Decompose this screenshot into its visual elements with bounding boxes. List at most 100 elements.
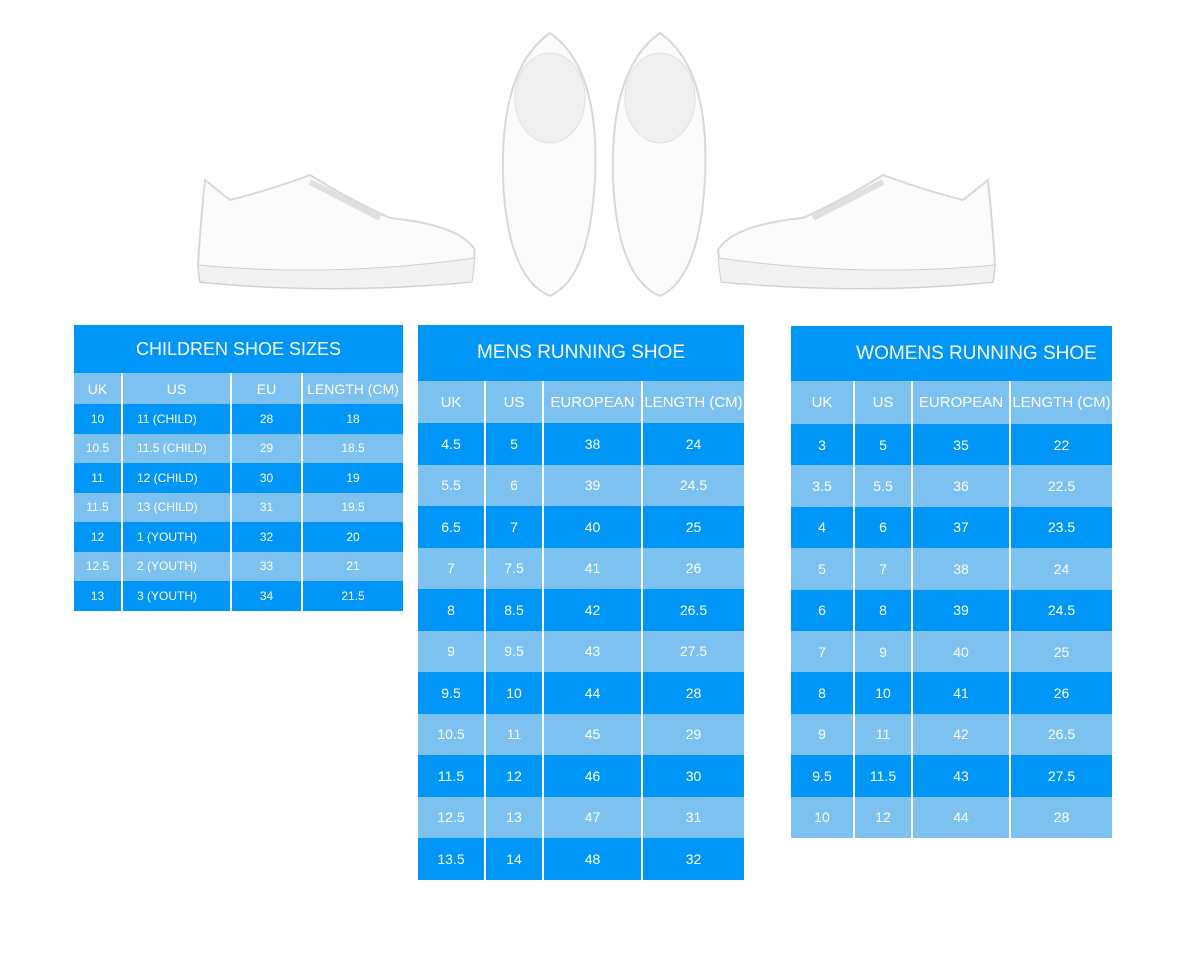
table-cell: 13 (CHILD) bbox=[121, 492, 231, 522]
table-cell: 42 bbox=[542, 589, 642, 631]
table-cell: 10 bbox=[484, 672, 543, 714]
table-row: 9.5 10 44 28 bbox=[418, 672, 745, 714]
table-cell: 13 bbox=[484, 796, 543, 838]
table-cell: 5 bbox=[484, 423, 543, 465]
table-cell: 25 bbox=[1009, 630, 1112, 673]
table-cell: 5.5 bbox=[418, 464, 485, 506]
table-cell: 10.5 bbox=[74, 433, 122, 463]
shoe-top-pair-image bbox=[501, 31, 707, 298]
table-cell: 12 bbox=[484, 755, 543, 797]
table-title: CHILDREN SHOE SIZES bbox=[74, 325, 404, 373]
column-header: LENGTH (CM) bbox=[1009, 381, 1112, 424]
table-cell: 11 bbox=[484, 713, 543, 755]
table-row: 10 11 (CHILD) 28 18 bbox=[74, 404, 404, 434]
table-cell: 11.5 bbox=[853, 755, 912, 797]
table-cell: 47 bbox=[542, 796, 642, 838]
table-cell: 32 bbox=[640, 838, 745, 880]
table-cell: 23.5 bbox=[1009, 506, 1112, 549]
table-cell: 18 bbox=[300, 404, 404, 434]
table-row: 10.5 11 45 29 bbox=[418, 713, 745, 755]
table-cell: 12.5 bbox=[74, 551, 122, 581]
column-header: UK bbox=[791, 381, 854, 424]
table-cell: 24 bbox=[640, 423, 745, 465]
column-header: US bbox=[484, 381, 543, 423]
table-cell: 12.5 bbox=[418, 796, 485, 838]
table-cell: 39 bbox=[542, 464, 642, 506]
table-row: 7 7.5 41 26 bbox=[418, 547, 745, 589]
table-cell: 9.5 bbox=[418, 672, 485, 714]
table-cell: 31 bbox=[230, 492, 302, 522]
table-cell: 13.5 bbox=[418, 838, 485, 880]
table-row: 13.5 14 48 32 bbox=[418, 838, 745, 880]
table-cell: 38 bbox=[542, 423, 642, 465]
table-cell: 13 bbox=[74, 581, 122, 611]
table-cell: 28 bbox=[640, 672, 745, 714]
table-cell: 9 bbox=[791, 713, 854, 756]
table-cell: 4.5 bbox=[418, 423, 485, 465]
table-row: 5 7 38 24 bbox=[791, 548, 1112, 590]
table-row: 7 9 40 25 bbox=[791, 630, 1112, 673]
table-cell: 21.5 bbox=[300, 581, 404, 611]
table-row: 11.5 13 (CHILD) 31 19.5 bbox=[74, 492, 404, 522]
table-cell: 6 bbox=[484, 464, 543, 506]
table-row: 12 1 (YOUTH) 32 20 bbox=[74, 522, 404, 552]
table-cell: 35 bbox=[911, 424, 1010, 466]
table-row: 6.5 7 40 25 bbox=[418, 506, 745, 548]
womens-size-table: WOMENS RUNNING SHOE UK US EUROPEAN LENGTH (C… bbox=[791, 326, 1112, 838]
table-cell: 40 bbox=[911, 630, 1010, 673]
column-header: EUROPEAN bbox=[542, 381, 642, 423]
table-cell: 28 bbox=[1009, 796, 1112, 838]
table-cell: 2 (YOUTH) bbox=[121, 551, 231, 581]
table-cell: 22.5 bbox=[1009, 465, 1112, 507]
column-header: US bbox=[853, 381, 912, 424]
table-cell: 26 bbox=[1009, 672, 1112, 714]
table-cell: 12 bbox=[74, 522, 122, 552]
children-size-table: CHILDREN SHOE SIZES UK US EU LENGTH (CM) 10 11… bbox=[74, 325, 404, 611]
column-header: UK bbox=[74, 373, 122, 404]
table-cell: 7 bbox=[791, 630, 854, 673]
table-row: 6 8 39 24.5 bbox=[791, 589, 1112, 631]
table-row: 5.5 6 39 24.5 bbox=[418, 464, 745, 506]
table-cell: 3 bbox=[791, 424, 854, 466]
table-cell: 9.5 bbox=[484, 630, 543, 672]
table-cell: 27.5 bbox=[640, 630, 745, 672]
table-row: 13 3 (YOUTH) 34 21.5 bbox=[74, 581, 404, 611]
table-cell: 5.5 bbox=[853, 465, 912, 507]
table-cell: 25 bbox=[640, 506, 745, 548]
table-cell: 43 bbox=[542, 630, 642, 672]
table-row: 8 10 41 26 bbox=[791, 672, 1112, 714]
table-cell: 8.5 bbox=[484, 589, 543, 631]
table-cell: 6.5 bbox=[418, 506, 485, 548]
table-cell: 38 bbox=[911, 548, 1010, 590]
table-cell: 45 bbox=[542, 713, 642, 755]
table-row: 9 11 42 26.5 bbox=[791, 713, 1112, 756]
table-cell: 11.5 bbox=[418, 755, 485, 797]
table-cell: 3.5 bbox=[791, 465, 854, 507]
table-cell: 14 bbox=[484, 838, 543, 880]
table-cell: 41 bbox=[542, 547, 642, 589]
table-cell: 11 (CHILD) bbox=[121, 404, 231, 434]
table-cell: 40 bbox=[542, 506, 642, 548]
table-row: 12.5 13 47 31 bbox=[418, 796, 745, 838]
table-row: 4 6 37 23.5 bbox=[791, 506, 1112, 549]
table-cell: 9 bbox=[853, 630, 912, 673]
table-cell: 30 bbox=[640, 755, 745, 797]
column-header: LENGTH (CM) bbox=[640, 381, 745, 423]
table-cell: 42 bbox=[911, 713, 1010, 756]
table-cell: 34 bbox=[230, 581, 302, 611]
table-cell: 31 bbox=[640, 796, 745, 838]
table-cell: 29 bbox=[230, 433, 302, 463]
table-cell: 22 bbox=[1009, 424, 1112, 466]
shoe-side-right-image bbox=[716, 173, 997, 290]
table-title: WOMENS RUNNING SHOE bbox=[791, 326, 1112, 381]
table-row: 12.5 2 (YOUTH) 33 21 bbox=[74, 551, 404, 581]
table-cell: 8 bbox=[418, 589, 485, 631]
table-row: 8 8.5 42 26.5 bbox=[418, 589, 745, 631]
table-cell: 1 (YOUTH) bbox=[121, 522, 231, 552]
table-cell: 26.5 bbox=[640, 589, 745, 631]
table-row: 10 12 44 28 bbox=[791, 796, 1112, 838]
table-cell: 39 bbox=[911, 589, 1010, 631]
table-cell: 30 bbox=[230, 463, 302, 493]
column-header: UK bbox=[418, 381, 485, 423]
table-cell: 7.5 bbox=[484, 547, 543, 589]
